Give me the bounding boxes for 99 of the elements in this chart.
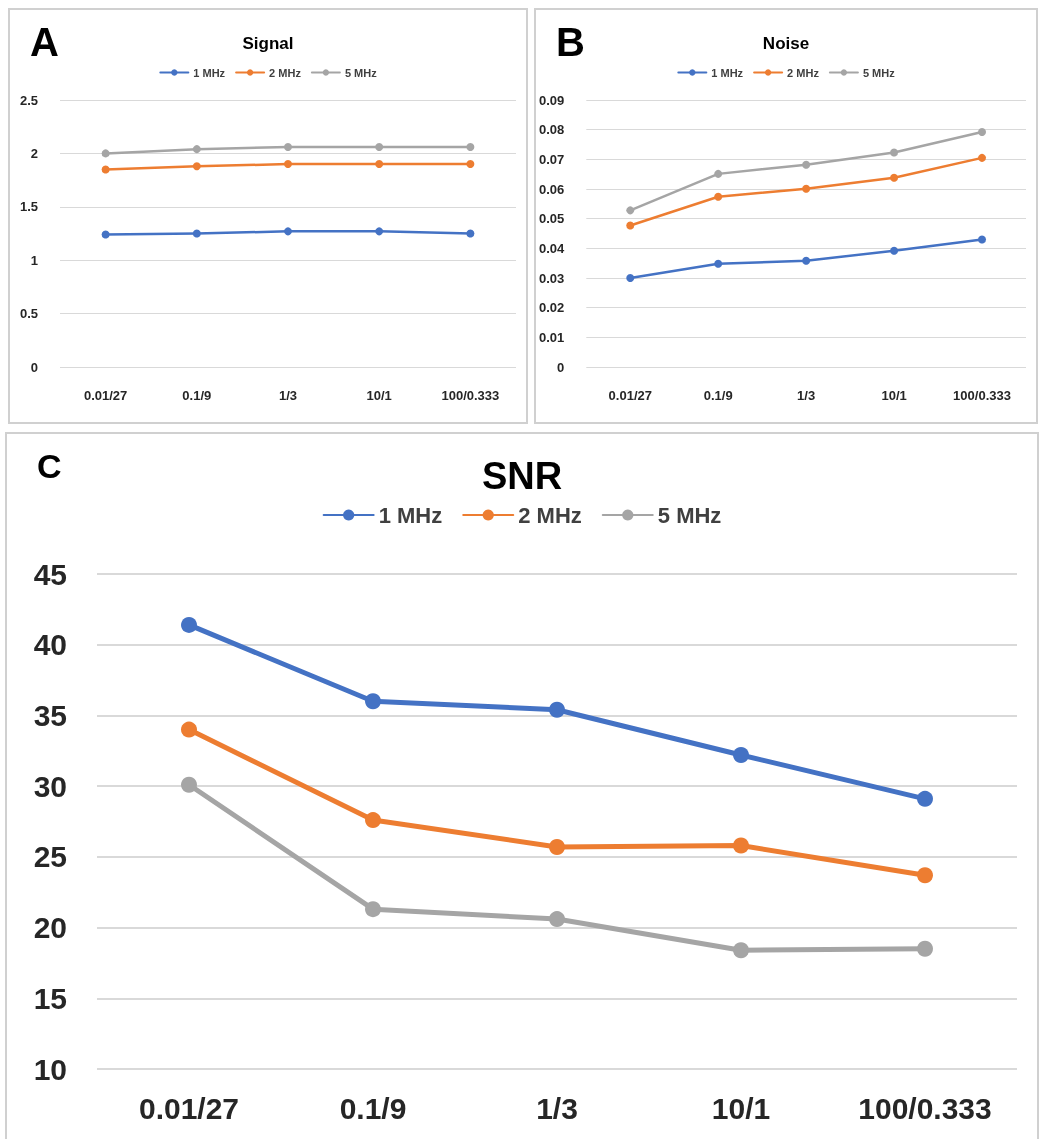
point: [284, 227, 292, 236]
x-tick-label: 100/0.333: [953, 388, 1011, 403]
point: [549, 911, 565, 928]
x-tick-label: 0.1/9: [339, 1091, 407, 1125]
y-tick-label: 0.01: [538, 329, 565, 345]
y-tick-label: 0: [30, 359, 38, 375]
text: C: [37, 447, 62, 485]
y-tick-label: 0.5: [19, 306, 38, 322]
legend-label: 1 MHz: [378, 502, 443, 528]
point: [733, 747, 749, 764]
point: [890, 148, 899, 157]
point: [284, 142, 292, 151]
y-tick-label: 1: [30, 252, 38, 268]
point: [375, 227, 384, 236]
point: [917, 940, 933, 957]
point: [549, 701, 565, 718]
x-tick-label: 1/3: [536, 1091, 578, 1125]
point: [101, 149, 110, 158]
x-tick-label: 1/3: [278, 388, 298, 403]
legend-label: 1 MHz: [193, 66, 226, 79]
point: [890, 246, 899, 255]
y-tick-label: 0.08: [538, 122, 565, 138]
point: [978, 128, 987, 137]
point: [714, 259, 723, 268]
point: [714, 169, 723, 178]
y-tick-label: 0.03: [538, 270, 565, 286]
point: [978, 235, 987, 244]
point: [917, 790, 933, 807]
y-tick-label: 0.07: [538, 151, 565, 167]
y-tick-label: 0.02: [538, 300, 565, 316]
point: [181, 776, 197, 793]
point: [365, 812, 381, 829]
x-tick-label: 0.1/9: [182, 388, 212, 403]
point: [365, 901, 381, 918]
y-tick-label: 30: [33, 769, 67, 803]
chart-title: Noise: [762, 34, 810, 53]
y-tick-label: 10: [33, 1052, 67, 1086]
y-tick-label: 0.05: [538, 211, 565, 227]
point: [626, 221, 635, 230]
point: [101, 165, 110, 174]
x-tick-label: 100/0.333: [441, 388, 500, 403]
point: [549, 838, 565, 855]
chart-title: SNR: [481, 455, 563, 497]
y-tick-label: 2.5: [19, 92, 38, 108]
y-tick-label: 0.06: [538, 181, 565, 197]
x-tick-label: 10/1: [881, 388, 907, 403]
legend-label: 5 MHz: [862, 66, 896, 79]
y-tick-label: 0.04: [538, 240, 566, 256]
point: [466, 229, 475, 238]
point: [365, 693, 381, 710]
legend-label: 2 MHz: [787, 66, 820, 79]
legend-label: 1 MHz: [711, 66, 744, 79]
y-tick-label: 20: [33, 911, 67, 945]
y-tick-label: 35: [33, 698, 67, 732]
x-tick-label: 10/1: [711, 1091, 771, 1125]
point: [101, 230, 110, 239]
point: [714, 192, 723, 201]
y-tick-label: 15: [33, 981, 67, 1015]
point: [802, 160, 811, 169]
y-tick-label: 1.5: [19, 199, 38, 215]
point: [181, 616, 197, 633]
point: [375, 142, 384, 151]
text: A: [30, 20, 59, 64]
y-tick-label: 0: [557, 359, 565, 375]
point: [917, 867, 933, 884]
point: [192, 145, 201, 154]
text: B: [556, 20, 585, 64]
point: [466, 160, 475, 169]
y-tick-label: 25: [33, 840, 67, 874]
point: [733, 942, 749, 959]
point: [802, 184, 811, 193]
point: [626, 274, 635, 282]
point: [626, 206, 635, 215]
point: [466, 142, 475, 151]
point: [978, 153, 987, 162]
legend-label: 2 MHz: [518, 502, 582, 528]
point: [192, 229, 201, 238]
x-tick-label: 1/3: [797, 388, 816, 403]
legend-label: 2 MHz: [269, 66, 302, 79]
legend-label: 5 MHz: [657, 502, 722, 528]
y-tick-label: 45: [33, 557, 67, 591]
x-tick-label: 0.1/9: [703, 388, 733, 403]
x-tick-label: 0.01/27: [608, 388, 652, 403]
x-tick-label: 10/1: [366, 388, 392, 403]
point: [181, 721, 197, 738]
y-tick-label: 2: [30, 145, 38, 161]
legend-label: 5 MHz: [344, 66, 378, 79]
point: [375, 160, 384, 169]
point: [802, 256, 811, 265]
y-tick-label: 40: [33, 628, 67, 662]
point: [733, 837, 749, 854]
chart-title: Signal: [242, 34, 294, 53]
x-tick-label: 100/0.333: [858, 1091, 992, 1125]
x-tick-label: 0.01/27: [138, 1091, 240, 1125]
point: [284, 160, 292, 169]
point: [192, 162, 201, 171]
y-tick-label: 0.09: [538, 92, 565, 108]
x-tick-label: 0.01/27: [83, 388, 128, 403]
point: [890, 173, 899, 182]
